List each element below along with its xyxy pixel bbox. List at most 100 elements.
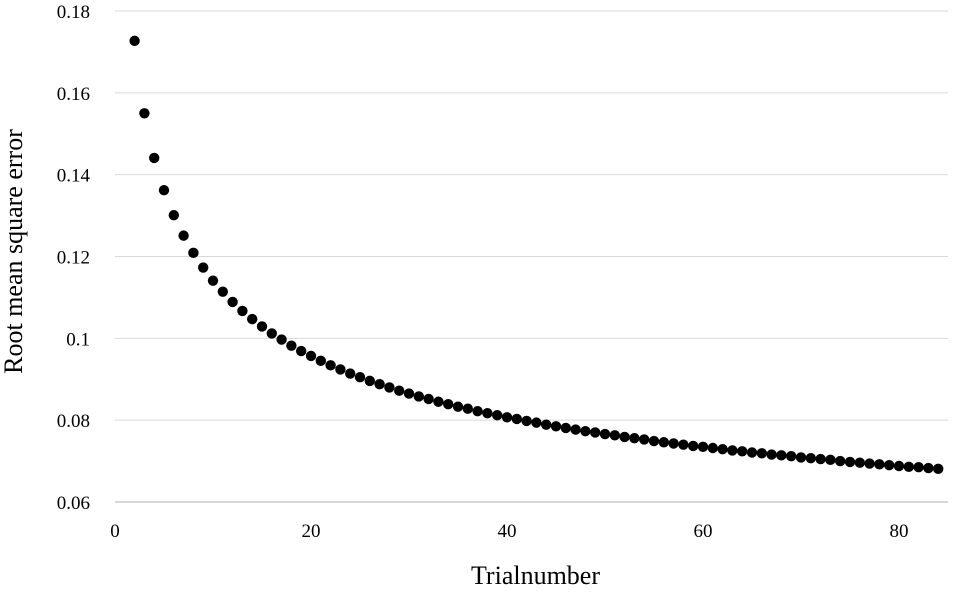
x-tick-label: 60 xyxy=(694,521,713,542)
data-point xyxy=(492,410,503,421)
data-point xyxy=(570,424,581,435)
data-point xyxy=(423,393,434,405)
data-point xyxy=(697,441,709,452)
data-point xyxy=(668,438,679,449)
data-point xyxy=(688,440,699,452)
data-point xyxy=(315,355,326,367)
data-point xyxy=(531,417,542,428)
data-point xyxy=(364,375,375,387)
data-point xyxy=(746,447,758,458)
y-tick-label: 0.1 xyxy=(66,329,90,350)
data-point xyxy=(737,446,748,457)
data-point xyxy=(168,209,179,221)
data-point xyxy=(590,427,601,438)
data-point xyxy=(227,296,238,308)
data-point xyxy=(874,459,885,470)
data-point xyxy=(217,286,228,297)
data-point xyxy=(256,321,268,332)
data-point xyxy=(541,419,552,430)
data-point xyxy=(893,460,905,472)
data-point xyxy=(296,345,307,357)
data-point xyxy=(864,458,875,469)
data-point xyxy=(913,462,924,473)
y-tick-label: 0.18 xyxy=(57,2,90,23)
data-points xyxy=(129,35,944,475)
data-point xyxy=(903,461,914,473)
data-point xyxy=(609,430,620,441)
data-point xyxy=(795,452,807,463)
data-point xyxy=(756,448,767,459)
data-point xyxy=(394,385,405,396)
data-point xyxy=(158,185,170,196)
data-point xyxy=(648,435,660,447)
data-point xyxy=(629,432,640,444)
data-point xyxy=(266,328,277,339)
data-point xyxy=(198,262,209,273)
data-point xyxy=(325,360,336,371)
data-point xyxy=(384,382,395,393)
data-point xyxy=(619,431,630,443)
data-point xyxy=(472,405,483,417)
data-point xyxy=(550,421,562,432)
data-point xyxy=(354,372,366,383)
data-point xyxy=(403,388,415,399)
data-point xyxy=(805,453,816,464)
data-point xyxy=(776,450,787,461)
y-tick-label: 0.16 xyxy=(57,84,90,105)
x-tick-label: 80 xyxy=(890,521,909,542)
y-tick-labels: 0.06 0.08 0.1 0.12 0.14 0.16 0.18 xyxy=(57,2,91,514)
data-point xyxy=(207,275,219,286)
y-tick-label: 0.12 xyxy=(57,248,90,269)
data-point xyxy=(815,453,826,465)
y-tick-label: 0.06 xyxy=(57,493,90,514)
data-point xyxy=(286,340,297,351)
data-point xyxy=(433,396,444,407)
data-point xyxy=(923,462,934,474)
data-point xyxy=(844,456,856,468)
data-point xyxy=(825,454,836,466)
data-point xyxy=(305,350,317,362)
data-point xyxy=(276,334,287,345)
x-tick-labels: 0 20 40 60 80 xyxy=(110,521,908,542)
data-point xyxy=(580,426,591,437)
x-tick-label: 20 xyxy=(302,521,321,542)
data-point xyxy=(717,444,728,455)
data-point xyxy=(237,305,248,317)
data-point xyxy=(835,455,846,467)
data-point xyxy=(149,152,160,164)
gridlines xyxy=(115,10,948,421)
data-point xyxy=(452,401,464,412)
data-point xyxy=(247,313,258,325)
y-tick-label: 0.08 xyxy=(57,411,90,432)
data-point xyxy=(129,35,140,47)
x-tick-label: 0 xyxy=(110,521,120,542)
data-point xyxy=(560,422,571,434)
data-point xyxy=(884,459,895,471)
data-point xyxy=(678,439,689,450)
data-point xyxy=(374,378,385,390)
x-tick-label: 40 xyxy=(498,521,517,542)
data-point xyxy=(766,449,777,460)
data-point xyxy=(335,364,346,375)
data-point xyxy=(727,445,738,456)
data-point xyxy=(462,403,473,414)
data-point xyxy=(854,457,865,468)
data-point xyxy=(707,442,718,454)
y-tick-label: 0.14 xyxy=(57,166,91,187)
data-point xyxy=(786,450,797,462)
data-point xyxy=(599,428,611,440)
data-point xyxy=(443,399,454,410)
data-point xyxy=(345,368,356,379)
data-point xyxy=(413,391,424,402)
data-point xyxy=(658,437,669,448)
data-point xyxy=(639,434,650,445)
data-point xyxy=(178,230,189,241)
data-point xyxy=(501,412,513,423)
data-point xyxy=(521,415,532,427)
data-point xyxy=(482,408,493,419)
data-point xyxy=(139,108,150,119)
data-point xyxy=(933,463,944,475)
y-axis-title: Root mean square error xyxy=(0,129,28,374)
